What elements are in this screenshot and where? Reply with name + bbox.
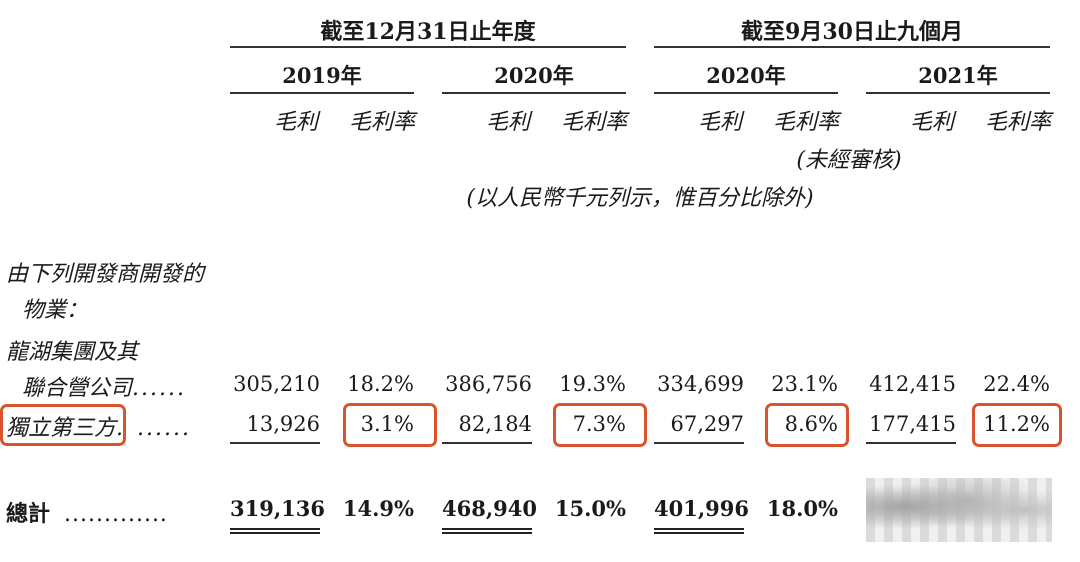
year-rule-3 (654, 92, 838, 94)
total-double-rule-1 (230, 528, 320, 534)
col-gross-profit-1: 毛利 (273, 110, 318, 135)
total-double-rule-2 (442, 528, 532, 534)
cell-r2-c8: 11.2% (983, 412, 1050, 436)
subtotal-rule-3 (654, 442, 744, 444)
highlight-box-margin-2020-9m (765, 403, 849, 447)
year-header-2020: 2020年 (494, 63, 574, 88)
cell-r2-c5: 67,297 (670, 412, 744, 436)
year-rule-1 (230, 92, 414, 94)
cell-r2-c3: 82,184 (458, 412, 532, 436)
section-label-line2: 物業： (22, 298, 89, 323)
cell-r1-c5: 334,699 (657, 372, 744, 396)
highlight-box-margin-2021 (972, 403, 1062, 447)
group-rule-2 (654, 46, 1050, 48)
total-double-rule-3 (654, 528, 744, 534)
col-gross-profit-2: 毛利 (485, 110, 530, 135)
cell-r2-c6: 8.6% (784, 412, 838, 436)
cell-r1-c8: 22.4% (983, 372, 1050, 396)
col-margin-2: 毛利率 (560, 110, 627, 135)
leader-dots: ............. (64, 502, 168, 527)
unaudited-note: (未經審核) (796, 148, 902, 173)
subtotal-rule-1 (230, 442, 320, 444)
highlight-box-margin-2020 (553, 403, 647, 447)
cell-r2-c4: 7.3% (572, 412, 626, 436)
cell-r1-c4: 19.3% (559, 372, 626, 396)
group-rule-1 (230, 46, 626, 48)
year-header-2021: 2021年 (918, 63, 998, 88)
period-header-year-end: 截至12月31日止年度 (320, 19, 536, 45)
period-header-nine-months: 截至9月30日止九個月 (741, 19, 963, 45)
cell-r1-c2: 18.2% (347, 372, 414, 396)
total-c4: 15.0% (554, 496, 626, 521)
total-c5: 401,996 (654, 496, 749, 521)
total-c3: 468,940 (442, 496, 537, 521)
total-c6: 18.0% (766, 496, 838, 521)
cell-r2-c7: 177,415 (869, 412, 956, 436)
year-rule-2 (442, 92, 626, 94)
total-c1: 319,136 (230, 496, 325, 521)
cell-r1-c1: 305,210 (233, 372, 320, 396)
col-margin-4: 毛利率 (984, 110, 1051, 135)
cell-r2-c2: 3.1% (360, 412, 414, 436)
total-c2: 14.9% (342, 496, 414, 521)
cell-r2-c1: 13,926 (246, 412, 320, 436)
row-label-total: 總計............. (6, 501, 168, 527)
subtotal-rule-4 (866, 442, 956, 444)
row-label-third-party: 獨立第三方....... (6, 416, 191, 441)
cell-r1-c7: 412,415 (869, 372, 956, 396)
year-rule-4 (866, 92, 1050, 94)
col-margin-3: 毛利率 (772, 110, 839, 135)
year-header-2019: 2019年 (282, 63, 362, 88)
blurred-watermark-region (866, 478, 1052, 542)
unit-note: (以人民幣千元列示，惟百分比除外) (466, 186, 814, 211)
leader-dots: ...... (132, 376, 186, 401)
col-margin-1: 毛利率 (348, 110, 415, 135)
row-label-longfor: 聯合營公司...... (22, 376, 186, 401)
col-gross-profit-3: 毛利 (697, 110, 742, 135)
subtotal-rule-2 (442, 442, 532, 444)
highlight-box-label (0, 404, 126, 446)
highlight-box-margin-2019 (343, 403, 437, 447)
cell-r1-c6: 23.1% (771, 372, 838, 396)
cell-r1-c3: 386,756 (445, 372, 532, 396)
section-label-line1: 由下列開發商開發的 (6, 262, 205, 287)
leader-dots: ...... (137, 416, 191, 441)
col-gross-profit-4: 毛利 (909, 110, 954, 135)
row-label-longfor-line1: 龍湖集團及其 (6, 340, 139, 365)
year-header-2020-9m: 2020年 (706, 63, 786, 88)
